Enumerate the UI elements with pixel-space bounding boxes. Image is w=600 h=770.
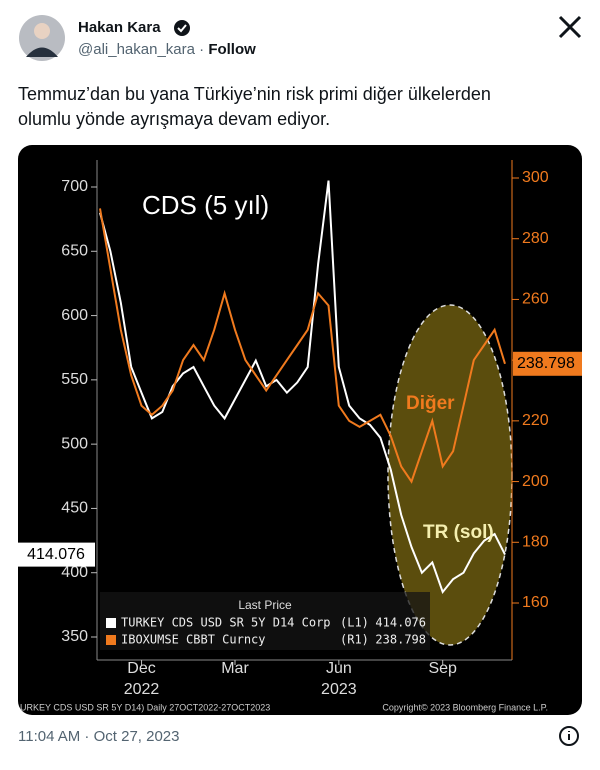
- avatar-body: [26, 47, 58, 57]
- y2-tick-label: 160: [522, 594, 549, 611]
- last-value-box: [18, 542, 95, 567]
- series-line: [99, 208, 506, 484]
- annotation: TR (sol): [423, 522, 494, 543]
- legend-name: TURKEY CDS USD SR 5Y D14 Corp: [121, 616, 331, 630]
- y-tick-label: 350: [61, 628, 88, 645]
- legend-value: 414.076: [375, 616, 426, 630]
- info-icon[interactable]: [559, 726, 579, 746]
- y2-tick-label: 260: [522, 291, 549, 308]
- verified-badge: [174, 20, 190, 36]
- x-sublabel: 2023: [321, 681, 357, 698]
- y2-tick-label: 200: [522, 473, 549, 490]
- x-tick-label: Dec: [127, 660, 155, 677]
- last-value-label: 238.798: [517, 355, 575, 372]
- last-value-label: 414.076: [27, 546, 85, 563]
- x-tick-label: Sep: [428, 660, 457, 677]
- x-tick-label: Mar: [221, 660, 249, 677]
- y-tick-label: 450: [61, 500, 88, 517]
- legend-value: 238.798: [375, 633, 426, 647]
- y2-tick-label: 180: [522, 534, 549, 551]
- chart-title: CDS (5 yıl): [142, 190, 269, 220]
- x-logo[interactable]: [558, 15, 582, 39]
- separator: ·: [199, 41, 204, 58]
- handle-text[interactable]: @ali_hakan_kara: [78, 41, 196, 58]
- x-tick-label: Jun: [326, 660, 352, 677]
- legend-name: IBOXUMSE CBBT Curncy: [121, 633, 266, 647]
- chart: 3504004505005506006507001601802002202402…: [18, 160, 582, 712]
- follow[interactable]: Follow: [208, 41, 256, 58]
- y-tick-label: 400: [61, 564, 88, 581]
- legend-swatch: [106, 635, 116, 645]
- legend-tag: (R1): [340, 633, 369, 647]
- legend-tag: (L1): [340, 616, 369, 630]
- legend-title: Last Price: [238, 598, 292, 612]
- last-value-box: [513, 351, 582, 376]
- y2-tick-label: 300: [522, 169, 549, 186]
- y2-tick-label: 280: [522, 230, 549, 247]
- y-tick-label: 650: [61, 243, 88, 260]
- timestamp[interactable]: 11:04 AM · Oct 27, 2023: [18, 728, 179, 745]
- y-tick-label: 600: [61, 307, 88, 324]
- verified-check: [177, 24, 187, 33]
- y2-tick-label: 220: [522, 412, 549, 429]
- legend-box: [100, 592, 430, 650]
- tweet-text: olumlu yönde ayrışmaya devam ediyor.: [18, 109, 330, 129]
- y-tick-label: 700: [61, 178, 88, 195]
- y-tick-label: 550: [61, 371, 88, 388]
- x-sublabel: 2022: [124, 681, 160, 698]
- y-tick-label: 500: [61, 435, 88, 452]
- footer: URKEY CDS USD SR 5Y D14) Daily 27OCT2022…: [20, 702, 270, 712]
- annotation: Diğer: [406, 393, 455, 414]
- avatar-face: [34, 23, 50, 39]
- author[interactable]: Hakan Kara: [78, 19, 161, 36]
- footer: Copyright© 2023 Bloomberg Finance L.P.: [382, 702, 548, 712]
- legend-swatch: [106, 618, 116, 628]
- tweet-text: Temmuz’dan bu yana Türkiye’nin risk prim…: [18, 84, 491, 104]
- handle[interactable]: @ali_hakan_kara · Follow: [78, 41, 256, 58]
